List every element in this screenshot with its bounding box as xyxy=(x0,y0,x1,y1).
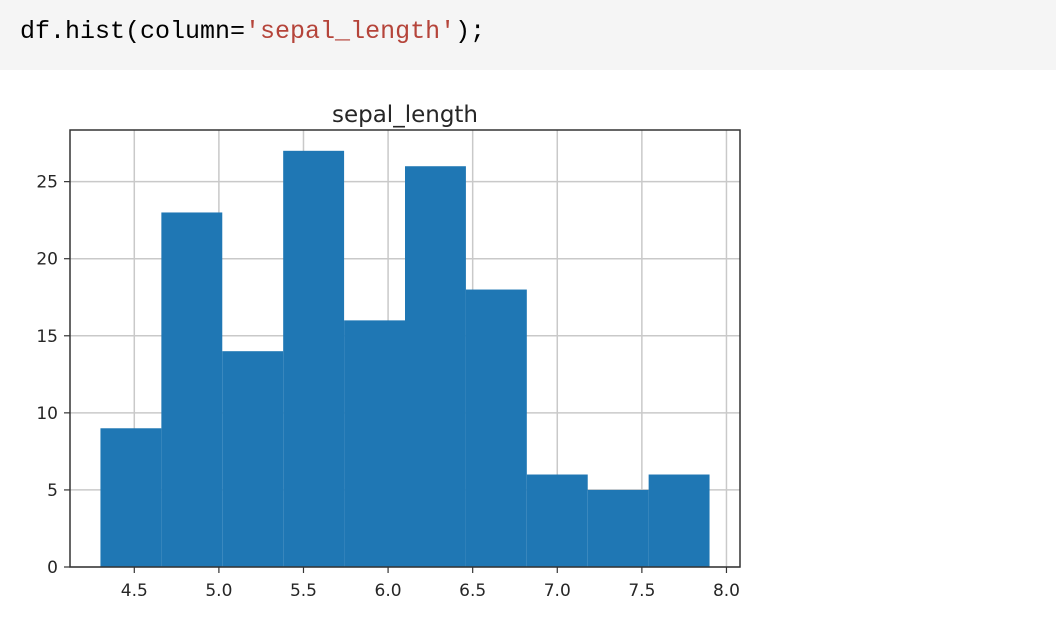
x-tick-label: 4.5 xyxy=(121,581,148,601)
code-suffix: ); xyxy=(455,17,486,46)
y-tick-label: 0 xyxy=(47,558,58,578)
histogram-bar xyxy=(465,289,527,567)
y-tick-label: 10 xyxy=(36,404,58,424)
y-tick-label: 5 xyxy=(47,481,58,501)
x-tick-label: 6.5 xyxy=(459,581,486,601)
code-string-argument: 'sepal_length' xyxy=(245,17,456,46)
x-axis: 4.5 5.0 5.5 6.0 6.5 7.0 7.5 8.0 xyxy=(121,567,740,601)
histogram-bar xyxy=(405,166,466,567)
histogram-bar xyxy=(283,150,345,568)
histogram-bar xyxy=(161,212,223,567)
x-tick-label: 8.0 xyxy=(713,581,740,601)
chart-title: sepal_length xyxy=(332,102,478,128)
histogram-bar xyxy=(587,489,649,567)
bars xyxy=(100,150,710,568)
histogram-bar xyxy=(526,474,588,567)
y-tick-label: 25 xyxy=(36,173,58,193)
code-prefix: df.hist(column= xyxy=(20,17,246,46)
y-tick-label: 15 xyxy=(36,327,58,347)
output-area: sepal_length 4.5 5.0 5.5 6.0 6.5 7.0 7.5 8.0 0 5… xyxy=(0,70,1056,632)
histogram-bar xyxy=(344,320,405,567)
histogram-bar xyxy=(100,428,162,567)
histogram-bar xyxy=(222,351,284,567)
code-cell[interactable]: df.hist(column='sepal_length'); xyxy=(0,0,1056,70)
plot-frame xyxy=(69,129,741,568)
histogram-bar xyxy=(648,474,710,567)
x-tick-label: 5.0 xyxy=(205,581,232,601)
x-tick-label: 7.5 xyxy=(628,581,655,601)
x-tick-label: 5.5 xyxy=(290,581,317,601)
x-tick-label: 6.0 xyxy=(375,581,402,601)
y-tick-label: 20 xyxy=(36,250,58,270)
x-tick-label: 7.0 xyxy=(544,581,571,601)
y-axis: 0 5 10 15 20 25 xyxy=(36,173,70,578)
histogram-chart: sepal_length 4.5 5.0 5.5 6.0 6.5 7.0 7.5 8.0 0 5… xyxy=(36,102,741,601)
